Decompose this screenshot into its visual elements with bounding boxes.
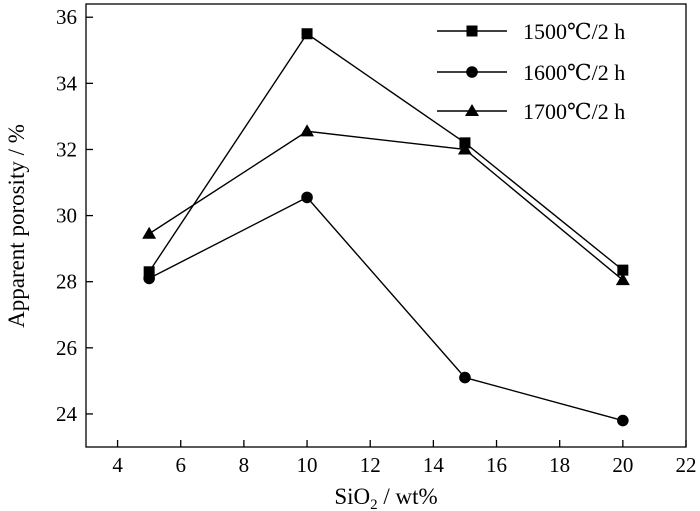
series-markers [142,28,630,427]
series-line-2 [148,196,624,422]
tick-group: 4 6 8 10 12 14 16 18 20 22 24 26 28 30 32 34 36 [56,5,697,477]
y-tick-label: 36 [56,5,77,29]
legend-marker-circle [466,66,478,78]
x-tick-label: 4 [112,453,123,477]
data-point-triangle [142,226,157,239]
series-lines [148,32,624,422]
data-point-circle [301,191,313,204]
y-tick-label: 26 [56,336,77,360]
y-tick-label: 32 [56,137,77,161]
x-tick-label: 20 [612,453,633,477]
y-tick-label: 34 [56,71,78,95]
x-tick-label: 8 [239,453,250,477]
x-axis-title-subscript: 2 [370,497,378,511]
data-point-triangle [300,124,315,137]
legend-marker-triangle [465,104,479,117]
x-tick-label: 12 [360,453,381,477]
x-tick-label: 18 [549,453,570,477]
y-tick-label: 30 [56,204,77,228]
data-point-square [617,264,629,276]
x-tick-label: 10 [297,453,318,477]
legend-label: 1500℃/2 h [523,19,625,44]
series-line-3 [148,130,624,281]
data-point-circle [143,272,155,285]
x-tick-label: 6 [175,453,186,477]
legend-label: 1700℃/2 h [523,99,625,124]
x-axis-title-main: SiO [334,484,370,509]
plot-frame [85,3,687,448]
x-tick-label: 22 [676,453,697,477]
data-point-circle [459,371,471,384]
legend: 1500℃/2 h 1600℃/2 h 1700℃/2 h [437,19,625,124]
data-point-triangle [615,273,630,286]
x-tick-label: 16 [486,453,507,477]
series-line-1 [148,32,624,273]
data-point-square [143,266,155,278]
x-axis-title: SiO2 / wt% [334,484,437,511]
y-axis-title: Apparent porosity / % [4,124,29,328]
data-point-circle [617,414,629,427]
data-point-square [301,28,313,40]
legend-marker-square [466,25,478,37]
x-axis-title-unit: / wt% [378,484,438,509]
y-tick-label: 28 [56,270,77,294]
x-tick-label: 14 [423,453,445,477]
data-point-triangle [457,142,472,155]
y-tick-label: 24 [56,402,78,426]
legend-label: 1600℃/2 h [523,60,625,85]
